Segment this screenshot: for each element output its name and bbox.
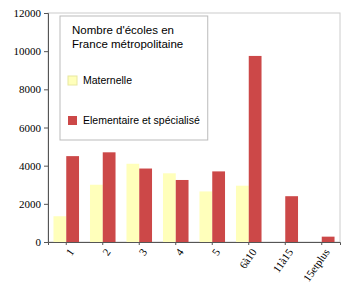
bar (90, 185, 103, 242)
bar-series (53, 164, 248, 242)
x-tick-label: 15etplus (301, 246, 332, 283)
x-tick-mark (321, 242, 322, 245)
y-tick-mark (44, 13, 48, 14)
x-tick-mark (285, 242, 286, 245)
x-tick-mark (102, 242, 103, 245)
y-axis: 0 2000 4000 6000 8000 10000 12000 (14, 7, 49, 248)
y-tick-label: 6000 (19, 122, 42, 134)
y-tick-mark (44, 89, 48, 90)
bar (139, 169, 152, 242)
y-tick: 4000 (19, 160, 48, 172)
chart-title-line: Nombre d'écoles en (72, 24, 174, 36)
x-tick-label: 1 (63, 246, 76, 257)
y-axis-line (44, 14, 49, 243)
y-tick-mark (44, 204, 48, 205)
x-tick-label: 6à10 (237, 246, 259, 271)
y-tick-label: 4000 (19, 160, 42, 172)
bar (163, 173, 176, 242)
legend: Nombre d'écoles en France métropolitaine M… (60, 16, 208, 140)
x-tick-label: 4 (173, 246, 186, 258)
bar (53, 216, 66, 242)
y-tick: 12000 (14, 7, 49, 19)
x-tick: 6à10 (237, 242, 259, 271)
plot: 0 2000 4000 6000 8000 10000 12000 1 2 3 4 5 6à10 11à1… (14, 7, 341, 284)
plot-frame (48, 13, 340, 242)
y-tick-label: 8000 (19, 83, 42, 95)
chart-title: Nombre d'écoles en France métropolitaine (72, 24, 183, 50)
x-axis: 1 2 3 4 5 6à10 11à1515etplus (49, 242, 341, 284)
x-tick: 3 (136, 242, 149, 258)
x-tick-mark (175, 242, 176, 245)
y-tick-mark (44, 51, 48, 52)
bar (103, 152, 116, 242)
legend-swatch (68, 76, 77, 85)
chart-title-line: France métropolitaine (72, 38, 183, 50)
x-tick-label: 5 (209, 246, 222, 258)
x-tick: 5 (209, 242, 222, 258)
y-tick: 10000 (14, 45, 49, 57)
x-tick-mark (248, 242, 249, 245)
x-axis-line (49, 243, 341, 246)
bar (126, 164, 139, 242)
x-tick: 1 (63, 242, 76, 258)
legend-label: Elementaire et spécialisé (83, 114, 200, 126)
y-tick: 2000 (19, 198, 48, 210)
x-tick: 2 (100, 242, 113, 258)
y-tick-label: 0 (36, 236, 42, 248)
y-tick-mark (44, 128, 48, 129)
bar (249, 56, 262, 242)
x-tick-mark (139, 242, 140, 245)
x-tick: 11à15 (270, 242, 295, 275)
y-tick-mark (44, 242, 48, 243)
bar (322, 237, 335, 242)
legend-box (60, 16, 208, 140)
y-tick-label: 12000 (14, 7, 42, 19)
bar (285, 196, 298, 242)
bar (309, 242, 322, 243)
x-tick-mark (66, 242, 67, 245)
bar (176, 180, 189, 242)
y-tick-label: 2000 (19, 198, 42, 210)
y-tick: 6000 (19, 122, 48, 134)
legend-label: Maternelle (83, 74, 132, 86)
bar (236, 186, 249, 242)
y-tick: 0 (36, 236, 49, 248)
y-tick-mark (44, 166, 48, 167)
x-tick-label: 3 (136, 246, 149, 258)
bar (66, 156, 79, 242)
x-tick: 4 (173, 242, 186, 258)
x-tick: 15etplus (301, 242, 332, 284)
legend-swatch (68, 116, 77, 125)
y-tick: 8000 (19, 83, 48, 95)
chart: 0 2000 4000 6000 8000 10000 12000 1 2 3 4 5 6à10 11à1… (0, 0, 350, 286)
y-tick-label: 10000 (14, 45, 42, 57)
x-tick-label: 2 (100, 246, 113, 257)
x-tick-mark (212, 242, 213, 245)
x-tick-label: 11à15 (270, 246, 295, 275)
bar (199, 191, 212, 242)
bar (212, 171, 225, 242)
bar (272, 242, 285, 243)
